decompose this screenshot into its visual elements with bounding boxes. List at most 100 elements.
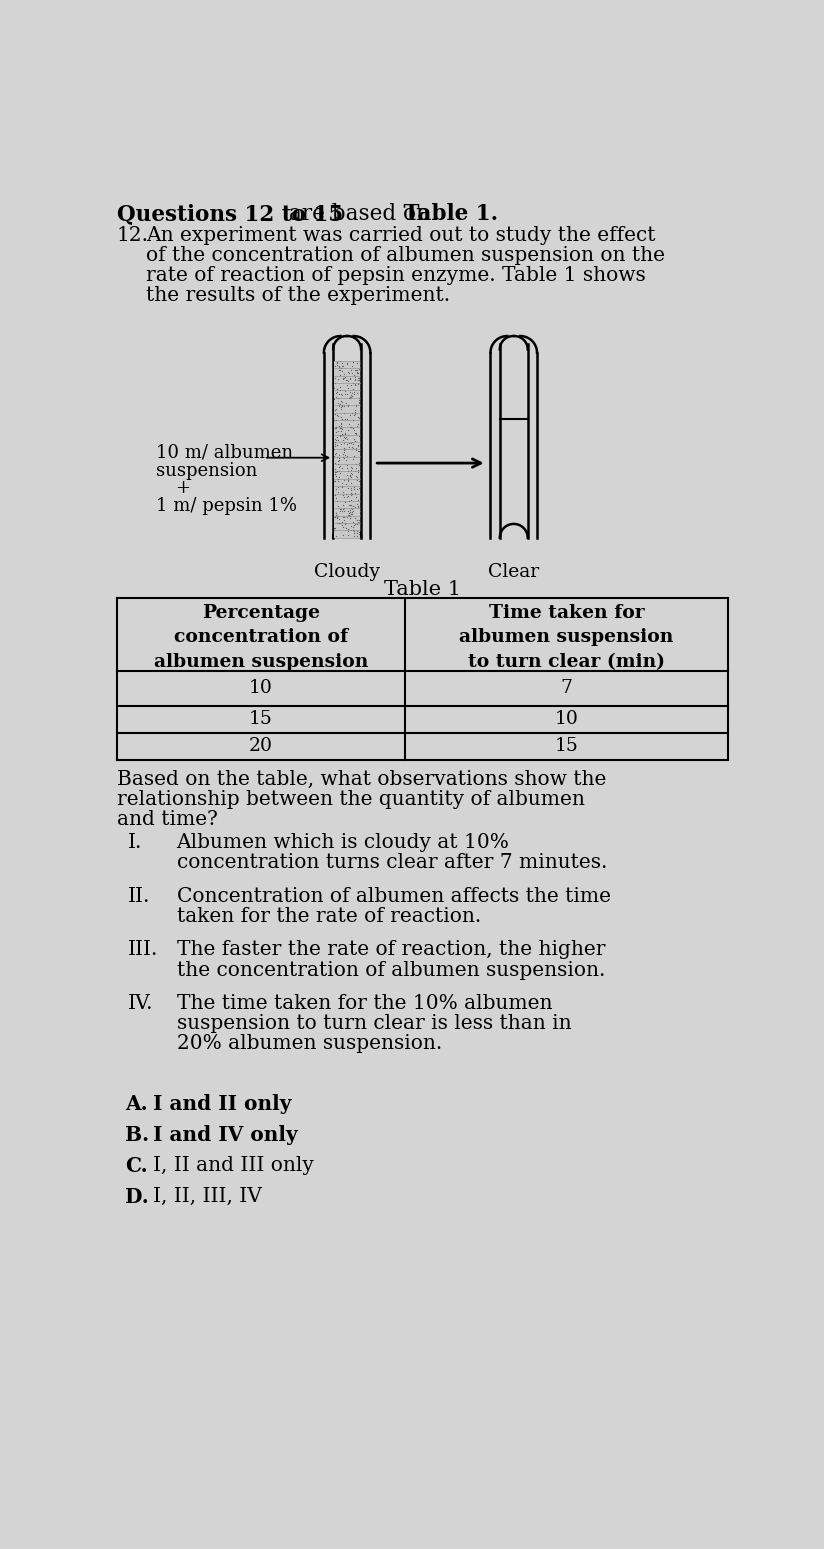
Point <box>353 355 367 380</box>
Point <box>348 519 361 544</box>
Point <box>337 496 350 520</box>
Point <box>344 499 357 524</box>
Point <box>335 393 349 418</box>
Point <box>334 418 347 443</box>
Point <box>344 367 357 392</box>
Point <box>331 367 344 392</box>
Point <box>344 505 357 530</box>
Point <box>339 516 353 541</box>
Point <box>343 505 356 530</box>
Point <box>328 398 341 423</box>
Point <box>333 423 346 448</box>
Point <box>346 370 359 395</box>
Text: Albumen which is cloudy at 10%: Albumen which is cloudy at 10% <box>176 833 509 852</box>
Point <box>341 455 354 480</box>
Point <box>344 483 358 508</box>
Text: 15: 15 <box>249 709 273 728</box>
Point <box>341 381 354 406</box>
Point <box>353 390 366 415</box>
Point <box>328 428 341 452</box>
Point <box>349 358 362 383</box>
Text: I and IV only: I and IV only <box>153 1125 298 1145</box>
Point <box>353 356 366 381</box>
Point <box>344 517 358 542</box>
Point <box>332 511 345 536</box>
Point <box>344 431 358 455</box>
Point <box>346 514 359 539</box>
Point <box>349 505 362 530</box>
Point <box>329 516 342 541</box>
Point <box>339 381 352 406</box>
Point <box>330 505 344 530</box>
Point <box>334 362 347 387</box>
Point <box>329 505 342 530</box>
Point <box>344 471 358 496</box>
Point <box>347 362 360 387</box>
Point <box>328 468 341 493</box>
Point <box>342 459 355 483</box>
Point <box>353 511 366 536</box>
Point <box>349 421 363 446</box>
Point <box>337 355 350 380</box>
Point <box>339 489 352 514</box>
Point <box>341 516 354 541</box>
Point <box>353 508 366 533</box>
Point <box>335 474 349 499</box>
Text: Cloudy: Cloudy <box>314 564 380 581</box>
Point <box>342 502 355 527</box>
Point <box>334 499 347 524</box>
Point <box>335 352 349 376</box>
Point <box>349 459 362 483</box>
Point <box>332 454 345 479</box>
Point <box>350 361 363 386</box>
Point <box>352 389 365 414</box>
Point <box>335 471 349 496</box>
Point <box>349 452 362 477</box>
Point <box>344 366 357 390</box>
Point <box>351 432 364 457</box>
Point <box>337 440 350 465</box>
Point <box>349 421 363 446</box>
Point <box>329 366 342 390</box>
Point <box>351 404 364 429</box>
Text: Time taken for
albumen suspension
to turn clear (min): Time taken for albumen suspension to tur… <box>459 604 674 671</box>
Point <box>335 355 348 380</box>
Point <box>346 415 359 440</box>
Point <box>327 437 340 462</box>
Text: the results of the experiment.: the results of the experiment. <box>146 287 450 305</box>
Point <box>328 401 341 426</box>
Point <box>348 381 361 406</box>
Point <box>330 349 344 373</box>
Point <box>350 437 363 462</box>
Point <box>344 455 358 480</box>
Point <box>344 480 357 505</box>
Point <box>351 412 364 437</box>
Point <box>342 503 355 528</box>
Text: D.: D. <box>124 1187 148 1207</box>
Point <box>328 459 341 483</box>
Text: Clear: Clear <box>488 564 540 581</box>
Point <box>336 445 349 469</box>
Point <box>347 477 360 502</box>
Point <box>344 488 357 513</box>
Text: are based on: are based on <box>289 203 430 225</box>
Text: 7: 7 <box>560 678 573 697</box>
Point <box>353 350 366 375</box>
Point <box>349 463 363 488</box>
Point <box>331 386 344 410</box>
Point <box>347 499 360 524</box>
Point <box>339 482 353 507</box>
Text: 1 m/ pepsin 1%: 1 m/ pepsin 1% <box>156 497 297 514</box>
Point <box>331 418 344 443</box>
Point <box>344 415 358 440</box>
Point <box>341 375 354 400</box>
Point <box>337 493 350 517</box>
Point <box>341 417 354 441</box>
Point <box>344 415 357 440</box>
Point <box>348 426 361 451</box>
Point <box>334 497 347 522</box>
Text: Concentration of albumen affects the time: Concentration of albumen affects the tim… <box>176 886 611 906</box>
Point <box>352 488 365 513</box>
Point <box>342 488 355 513</box>
Point <box>347 493 360 517</box>
